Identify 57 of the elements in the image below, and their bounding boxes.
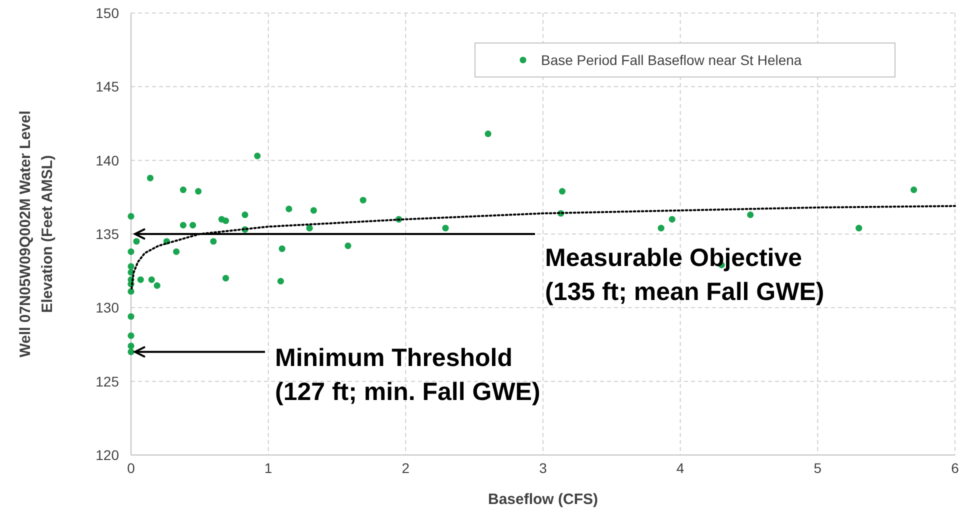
y-axis-title: Well 07N05W09Q002M Water Level Elevation (Feet AMSL) xyxy=(17,110,56,358)
point xyxy=(668,216,676,223)
x-tick-label: 4 xyxy=(676,460,684,476)
y-tick-label: 140 xyxy=(96,152,120,168)
y-tick-label: 150 xyxy=(96,5,120,21)
point xyxy=(286,206,292,212)
x-tick-label: 2 xyxy=(402,460,410,476)
point xyxy=(210,238,217,245)
point xyxy=(254,152,261,160)
point xyxy=(128,342,134,350)
point xyxy=(128,313,134,320)
point xyxy=(277,278,284,284)
point xyxy=(128,288,134,295)
point xyxy=(180,186,186,194)
x-tick-label: 1 xyxy=(264,460,272,476)
point xyxy=(180,222,186,228)
y-tick-label: 145 xyxy=(96,78,120,95)
y-tick-label: 120 xyxy=(96,447,120,463)
x-tick-label: 6 xyxy=(951,460,960,476)
point xyxy=(194,188,202,195)
point xyxy=(558,188,566,195)
x-tick-label: 0 xyxy=(127,460,136,476)
point xyxy=(128,348,134,356)
point xyxy=(173,248,180,255)
point xyxy=(442,224,449,232)
ref-line-label: Measurable Objective (135 ft; mean Fall GWE) xyxy=(545,244,824,306)
point xyxy=(190,222,196,228)
point xyxy=(360,196,366,204)
point xyxy=(222,274,230,282)
point xyxy=(148,276,155,283)
point xyxy=(128,248,134,255)
point xyxy=(747,212,754,218)
point xyxy=(222,217,230,224)
legend-label: Base Period Fall Baseflow near St Helena xyxy=(541,52,802,68)
point xyxy=(128,213,134,220)
point xyxy=(484,130,492,138)
x-tick-label: 5 xyxy=(814,460,822,476)
point xyxy=(658,224,664,232)
point xyxy=(910,186,918,194)
point xyxy=(306,224,313,232)
ref-line-label: Minimum Threshold (127 ft; min. Fall GWE) xyxy=(275,344,540,406)
point xyxy=(278,245,286,252)
point xyxy=(133,238,140,245)
point xyxy=(344,242,352,250)
point xyxy=(154,282,160,289)
point xyxy=(242,212,248,218)
point xyxy=(856,224,862,232)
point xyxy=(146,174,154,182)
y-tick-label: 135 xyxy=(96,226,120,242)
x-tick-label: 3 xyxy=(539,460,548,476)
point xyxy=(310,207,317,214)
x-axis-title: Baseflow (CFS) xyxy=(488,491,598,508)
point xyxy=(128,332,134,339)
point xyxy=(137,276,144,283)
point xyxy=(128,263,134,270)
y-tick-label: 130 xyxy=(96,300,120,316)
y-tick-label: 125 xyxy=(96,373,120,390)
